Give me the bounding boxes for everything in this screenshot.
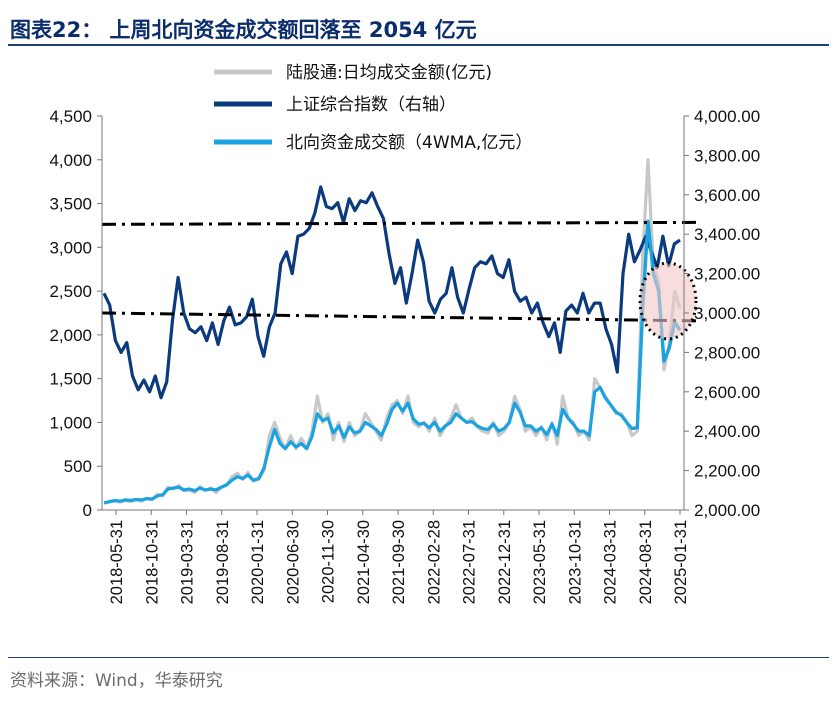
right-tick-label: 3,000.00 — [694, 304, 760, 323]
x-tick-label: 2021-09-30 — [390, 520, 408, 604]
legend: 陆股通:日均成交金额(亿元) 上证综合指数（右轴） 北向资金成交额（4WMA,亿元） — [214, 63, 532, 153]
left-tick-label: 1,000 — [49, 413, 92, 432]
left-tick-label: 1,500 — [49, 370, 92, 389]
chart-title: 图表22： 上周北向资金成交额回落至 2054 亿元 — [10, 18, 477, 42]
x-tick-label: 2022-02-28 — [425, 520, 443, 604]
x-tick-label: 2020-06-30 — [284, 520, 302, 604]
x-tick-label: 2019-03-31 — [179, 520, 197, 604]
left-tick-label: 2,000 — [49, 326, 92, 345]
right-tick-label: 3,400.00 — [694, 225, 760, 244]
left-tick-label: 4,500 — [49, 107, 92, 126]
legend-label: 上证综合指数（右轴） — [286, 95, 456, 115]
x-tick-label: 2024-08-31 — [637, 520, 655, 604]
left-tick-label: 4,000 — [49, 151, 92, 170]
right-tick-label: 2,400.00 — [694, 422, 760, 441]
source-note: 资料来源：Wind，华泰研究 — [10, 671, 223, 691]
legend-label: 陆股通:日均成交金额(亿元) — [286, 63, 492, 83]
right-tick-label: 2,800.00 — [694, 343, 760, 362]
x-tick-label: 2020-11-30 — [320, 520, 338, 603]
title-underline — [8, 44, 829, 46]
right-tick-label: 3,800.00 — [694, 146, 760, 165]
x-tick-label: 2021-04-30 — [355, 520, 373, 604]
right-tick-label: 2,000.00 — [694, 501, 760, 520]
left-tick-label: 3,000 — [49, 238, 92, 257]
series-northbound-4wma — [103, 219, 682, 505]
chart-header: 图表22： 上周北向资金成交额回落至 2054 亿元 — [8, 8, 829, 46]
x-tick-label: 2019-08-31 — [214, 520, 232, 604]
series-daily-turnover — [103, 158, 682, 505]
right-tick-label: 2,600.00 — [694, 383, 760, 402]
x-tick-label: 2018-10-31 — [143, 520, 161, 604]
plot-area — [101, 158, 701, 505]
left-tick-label: 500 — [64, 457, 92, 476]
left-tick-label: 2,500 — [49, 282, 92, 301]
highlight-ellipse — [638, 261, 698, 341]
series-shanghai-index — [102, 185, 681, 400]
reference-line — [101, 311, 701, 323]
x-tick-label: 2022-07-31 — [461, 520, 479, 604]
left-tick-label: 3,500 — [49, 195, 92, 214]
x-tick-label: 2023-10-31 — [566, 520, 584, 604]
x-tick-label: 2024-03-31 — [602, 520, 620, 604]
footer-rule — [8, 657, 829, 658]
left-tick-label: 0 — [83, 501, 92, 520]
x-tick-label: 2020-01-31 — [249, 520, 267, 604]
x-tick-label: 2022-12-31 — [496, 520, 514, 604]
axes: 0 500 1,000 1,500 2,000 2,500 3,000 3,500 4,000 4… — [49, 107, 760, 604]
right-tick-label: 4,000.00 — [694, 107, 760, 126]
x-tick-label: 2018-05-31 — [108, 520, 126, 604]
right-tick-label: 2,200.00 — [694, 462, 760, 481]
right-tick-label: 3,600.00 — [694, 186, 760, 205]
reference-line — [101, 220, 701, 226]
x-tick-label: 2023-05-31 — [531, 520, 549, 604]
legend-label: 北向资金成交额（4WMA,亿元） — [286, 133, 532, 153]
right-tick-label: 3,200.00 — [694, 265, 760, 284]
x-tick-label: 2025-01-31 — [672, 520, 690, 604]
